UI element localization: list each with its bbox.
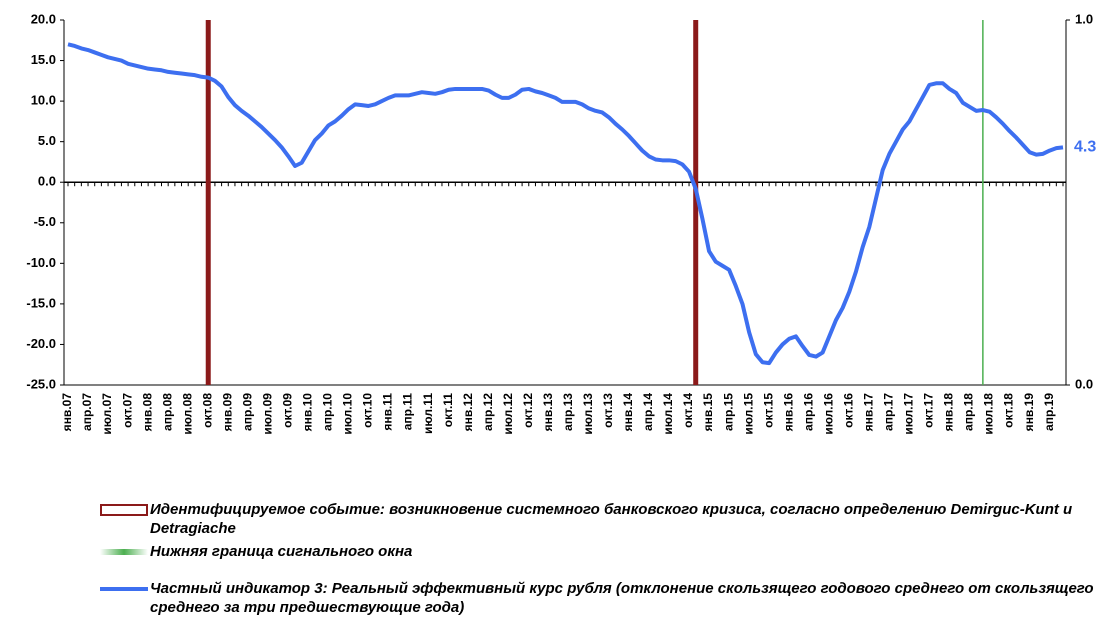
event-bar (693, 20, 699, 385)
x-tick-label: июл.17 (902, 393, 916, 435)
y-tick-label: 20.0 (31, 11, 56, 26)
x-tick-label: апр.16 (801, 393, 815, 431)
x-tick-label: апр.11 (401, 393, 415, 431)
x-tick-label: июл.12 (501, 393, 515, 435)
legend: Идентифицируемое событие: возникновение … (100, 500, 1100, 621)
x-tick-label: окт.07 (120, 393, 134, 428)
x-tick-label: янв.14 (621, 393, 635, 432)
legend-label: Нижняя граница сигнального окна (150, 543, 413, 560)
line-series (67, 42, 1064, 366)
x-tick-label: окт.12 (521, 393, 535, 428)
legend-swatch (100, 549, 148, 555)
legend-swatch (100, 504, 148, 516)
x-tick-label: июл.13 (581, 393, 595, 435)
x-tick-label: окт.15 (761, 393, 775, 428)
x-tick-label: апр.14 (641, 393, 655, 431)
legend-label: Идентифицируемое событие: возникновение … (150, 501, 1073, 537)
legend-item: Идентифицируемое событие: возникновение … (100, 500, 1100, 538)
y-tick-label: 0.0 (38, 174, 56, 189)
y2-tick-label: 1.0 (1075, 11, 1093, 26)
legend-item: Частный индикатор 3: Реальный эффективны… (100, 579, 1100, 617)
x-tick-label: янв.11 (381, 393, 395, 431)
x-tick-label: янв.18 (942, 393, 956, 432)
x-tick-label: июл.09 (261, 393, 275, 435)
x-tick-label: апр.09 (240, 393, 254, 431)
x-tick-label: янв.13 (541, 393, 555, 432)
x-tick-label: окт.09 (281, 393, 295, 428)
x-tick-label: июл.18 (982, 393, 996, 435)
x-tick-label: апр.10 (321, 393, 335, 431)
x-tick-label: янв.09 (220, 393, 234, 432)
x-tick-label: июл.15 (741, 393, 755, 435)
x-tick-label: апр.13 (561, 393, 575, 431)
x-tick-label: янв.08 (140, 393, 154, 432)
x-tick-label: июл.08 (180, 393, 194, 435)
x-tick-label: окт.14 (681, 393, 695, 428)
x-tick-label: апр.15 (721, 393, 735, 431)
x-tick-label: окт.11 (441, 393, 455, 428)
event-bar (982, 20, 984, 385)
x-tick-label: окт.10 (361, 393, 375, 428)
y-tick-label: 15.0 (31, 52, 56, 67)
y-tick-label: -25.0 (26, 376, 56, 391)
x-tick-label: янв.07 (60, 393, 74, 432)
legend-swatch (100, 587, 148, 591)
x-tick-label: окт.16 (841, 393, 855, 428)
x-tick-label: янв.19 (1022, 393, 1036, 432)
event-bar (205, 20, 211, 385)
x-tick-label: янв.10 (301, 393, 315, 432)
x-tick-label: июл.16 (821, 393, 835, 435)
y-tick-label: -10.0 (26, 255, 56, 270)
x-tick-label: апр.18 (962, 393, 976, 431)
y-tick-label: -20.0 (26, 336, 56, 351)
x-tick-label: апр.12 (481, 393, 495, 431)
x-tick-label: окт.13 (601, 393, 615, 428)
y-tick-label: 5.0 (38, 133, 56, 148)
y-tick-label: -15.0 (26, 295, 56, 310)
x-tick-label: окт.17 (922, 393, 936, 428)
legend-item: Нижняя граница сигнального окна (100, 542, 1100, 561)
chart: -25.0 -20.0 -15.0 -10.0 -5.0 0.0 5.0 10.0 15.0 20… (26, 11, 1096, 435)
x-tick-label: апр.19 (1042, 393, 1056, 431)
x-tick-label: янв.15 (701, 393, 715, 432)
end-label: 4.3 (1074, 139, 1096, 156)
x-tick-label: янв.17 (862, 393, 876, 432)
x-tick-label: апр.17 (882, 393, 896, 431)
y-tick-label: 10.0 (31, 93, 56, 108)
x-tick-label: июл.11 (421, 393, 435, 434)
x-tick-label: июл.10 (341, 393, 355, 435)
x-tick-label: янв.16 (781, 393, 795, 432)
x-tick-label: окт.18 (1002, 393, 1016, 428)
x-tick-label: окт.08 (200, 393, 214, 428)
legend-label: Частный индикатор 3: Реальный эффективны… (150, 580, 1094, 616)
x-tick-label: янв.12 (461, 393, 475, 432)
x-tick-label: апр.08 (160, 393, 174, 431)
x-tick-label: июл.14 (661, 393, 675, 435)
x-tick-label: апр.07 (80, 393, 94, 431)
y2-tick-label: 0.0 (1075, 376, 1093, 391)
y-tick-label: -5.0 (34, 214, 56, 229)
x-tick-label: июл.07 (100, 393, 114, 435)
